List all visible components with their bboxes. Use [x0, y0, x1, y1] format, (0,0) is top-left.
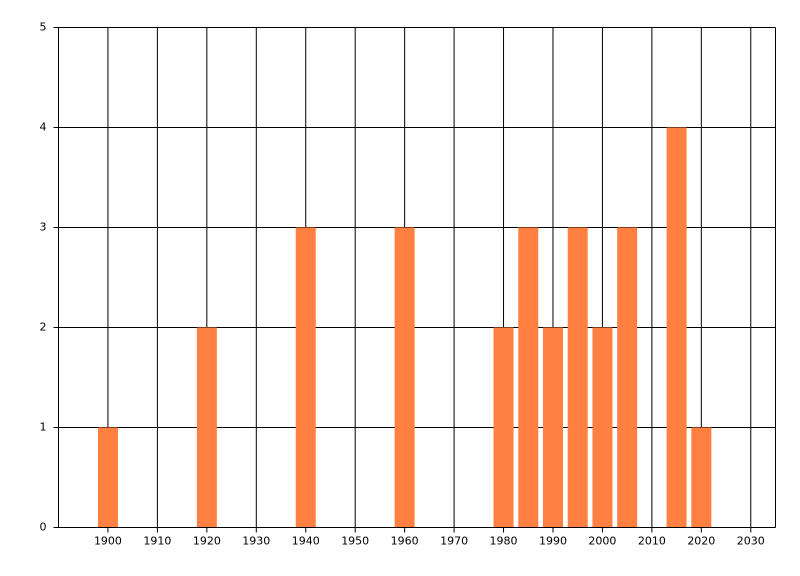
- x-tick-label: 1950: [341, 535, 369, 548]
- y-tick-label: 5: [40, 21, 47, 34]
- y-tick-label: 4: [40, 121, 47, 134]
- bar: [394, 227, 415, 528]
- y-tick-label: 1: [40, 421, 47, 434]
- bar: [691, 427, 712, 528]
- x-tick-label: 1930: [242, 535, 270, 548]
- bar: [542, 327, 563, 528]
- x-tick-label: 1900: [94, 535, 122, 548]
- bar: [567, 227, 588, 528]
- x-tick-label: 2000: [588, 535, 616, 548]
- x-tick-label: 1960: [391, 535, 419, 548]
- bar: [518, 227, 539, 528]
- bar: [666, 127, 687, 528]
- x-tick-label: 2030: [737, 535, 765, 548]
- x-tick-label: 2020: [687, 535, 715, 548]
- x-tick-label: 2010: [638, 535, 666, 548]
- bar: [592, 327, 613, 528]
- x-tick-label: 1910: [143, 535, 171, 548]
- y-tick-label: 3: [40, 221, 47, 234]
- bar: [295, 227, 316, 528]
- y-tick-label: 0: [40, 521, 47, 534]
- y-tick-label: 2: [40, 321, 47, 334]
- bar: [493, 327, 514, 528]
- x-tick-label: 1980: [490, 535, 518, 548]
- x-tick-label: 1990: [539, 535, 567, 548]
- x-tick-label: 1920: [193, 535, 221, 548]
- x-tick-label: 1970: [440, 535, 468, 548]
- x-tick-label: 1940: [292, 535, 320, 548]
- bar: [97, 427, 118, 528]
- bar: [196, 327, 217, 528]
- bar: [617, 227, 638, 528]
